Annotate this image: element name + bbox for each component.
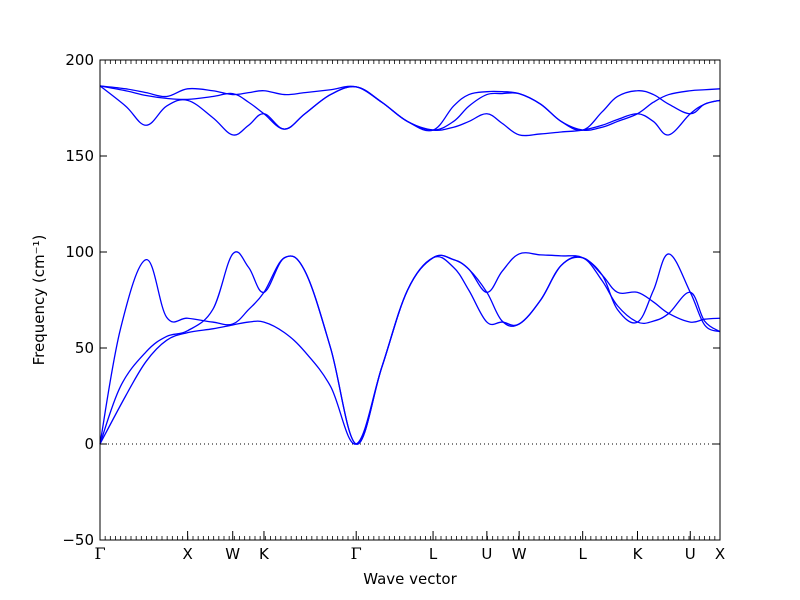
y-tick-label: 200	[65, 51, 94, 69]
x-tick-label: L	[429, 545, 438, 563]
x-tick-label: W	[225, 545, 240, 563]
plot-background	[100, 60, 720, 540]
y-tick-label: 100	[65, 243, 94, 261]
x-tick-label: U	[481, 545, 492, 563]
x-tick-label: X	[715, 545, 725, 563]
x-tick-label: W	[512, 545, 527, 563]
x-tick-label: K	[259, 545, 270, 563]
x-axis-label: Wave vector	[363, 570, 457, 588]
phonon-band-line-3	[99, 251, 721, 445]
y-tick-label: 50	[75, 339, 94, 357]
x-tick-label: X	[182, 545, 192, 563]
phonon-band-line-4	[99, 85, 721, 137]
y-axis-label: Frequency (cm⁻¹)	[30, 235, 48, 366]
phonon-band-line-1	[99, 256, 721, 445]
x-tick-label: K	[633, 545, 644, 563]
plot-frame	[99, 59, 721, 541]
x-tick-label: Γ	[351, 544, 362, 563]
phonon-band-line-5	[99, 85, 721, 131]
x-tick-label: Γ	[94, 544, 105, 563]
phonon-band-line-6	[99, 85, 721, 132]
x-tick-label: L	[578, 545, 587, 563]
y-tick-label: 150	[65, 147, 94, 165]
x-tick-label: U	[685, 545, 696, 563]
y-tick-label: 0	[84, 435, 94, 453]
y-tick-label: −50	[62, 531, 94, 549]
